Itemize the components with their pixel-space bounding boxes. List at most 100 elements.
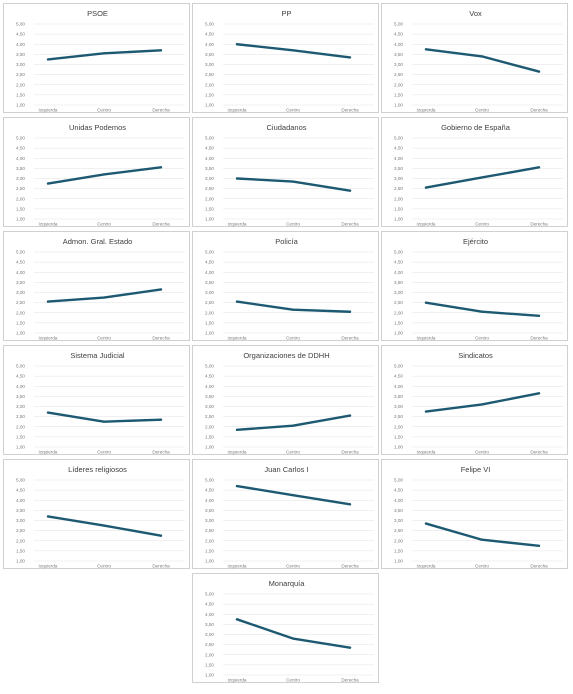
line-chart: Policía 1,00 1,50 2,00 2,50 3,00 3,50 4,00 4,50 5… <box>205 237 374 341</box>
y-tick-label: 2,00 <box>16 424 25 429</box>
chart-title: Sindicatos <box>458 351 493 360</box>
y-tick-label: 3,00 <box>205 176 214 181</box>
y-tick-label: 5,00 <box>16 22 25 27</box>
data-point <box>235 428 239 431</box>
line-chart: Ciudadanos 1,00 1,50 2,00 2,50 3,00 3,50 4,00 4,… <box>205 123 374 227</box>
y-tick-label: 3,50 <box>394 280 403 285</box>
y-tick-label: 2,00 <box>205 424 214 429</box>
y-tick-label: 5,00 <box>16 250 25 255</box>
chart-title: Vox <box>469 9 482 18</box>
series-line <box>424 48 541 73</box>
y-tick-label: 3,50 <box>16 394 25 399</box>
y-tick-label: 4,00 <box>205 498 214 503</box>
data-point <box>537 544 541 547</box>
x-tick-label: Centro <box>475 564 489 569</box>
y-tick-label: 4,00 <box>16 156 25 161</box>
y-tick-label: 3,50 <box>205 622 214 627</box>
series-line <box>424 392 541 413</box>
y-tick-label: 3,00 <box>394 62 403 67</box>
y-tick-label: 1,50 <box>205 206 214 211</box>
y-tick-label: 3,50 <box>394 508 403 513</box>
y-tick-label: 4,00 <box>16 270 25 275</box>
chart-title: Monarquía <box>269 579 306 588</box>
x-tick-label: Izquierda <box>228 222 247 227</box>
y-tick-label: 4,50 <box>16 488 25 493</box>
y-tick-label: 3,00 <box>16 404 25 409</box>
data-point <box>235 43 239 46</box>
y-tick-label: 5,00 <box>394 250 403 255</box>
x-tick-label: Derecha <box>152 564 170 569</box>
y-tick-label: 5,00 <box>205 250 214 255</box>
y-tick-label: 3,50 <box>394 166 403 171</box>
y-tick-label: 4,50 <box>16 32 25 37</box>
data-point <box>46 411 50 414</box>
y-tick-label: 4,00 <box>205 612 214 617</box>
x-tick-label: Centro <box>475 450 489 455</box>
chart-title: Felipe VI <box>461 465 491 474</box>
x-tick-label: Izquierda <box>39 564 58 569</box>
data-point <box>424 522 428 525</box>
y-tick-label: 2,50 <box>394 528 403 533</box>
y-tick-label: 1,50 <box>394 548 403 553</box>
x-tick-label: Derecha <box>341 108 359 113</box>
chart-panel: Admon. Gral. Estado 1,00 1,50 2,00 2,50 3,00 3… <box>3 231 190 341</box>
line-chart: Líderes religiosos 1,00 1,50 2,00 2,50 3,00 3,… <box>16 465 185 569</box>
chart-title: Policía <box>275 237 298 246</box>
x-tick-label: Centro <box>97 450 111 455</box>
data-point <box>159 288 163 291</box>
y-tick-label: 2,00 <box>394 310 403 315</box>
data-point <box>348 414 352 417</box>
data-point <box>424 301 428 304</box>
y-tick-label: 4,50 <box>205 146 214 151</box>
chart-title: PSOE <box>87 9 108 18</box>
x-tick-label: Derecha <box>152 450 170 455</box>
y-tick-label: 1,00 <box>16 331 25 336</box>
y-tick-label: 2,00 <box>394 196 403 201</box>
y-tick-label: 3,50 <box>16 166 25 171</box>
y-tick-label: 4,00 <box>394 498 403 503</box>
chart-title: PP <box>281 9 291 18</box>
line-chart: PSOE 1,00 1,50 2,00 2,50 3,00 3,50 4,00 4,50 5,00… <box>16 9 185 113</box>
data-point <box>46 58 50 61</box>
y-tick-label: 1,00 <box>205 559 214 564</box>
data-point <box>480 55 484 58</box>
y-tick-label: 2,50 <box>394 72 403 77</box>
data-point <box>102 524 106 527</box>
y-tick-label: 1,00 <box>16 559 25 564</box>
x-tick-label: Izquierda <box>228 450 247 455</box>
y-tick-label: 3,00 <box>205 518 214 523</box>
data-point <box>235 484 239 488</box>
y-tick-label: 4,50 <box>394 260 403 265</box>
y-tick-label: 3,00 <box>205 404 214 409</box>
x-tick-label: Derecha <box>530 564 548 569</box>
y-tick-label: 5,00 <box>16 478 25 483</box>
y-tick-label: 4,50 <box>394 146 403 151</box>
x-tick-label: Izquierda <box>417 450 436 455</box>
data-point <box>235 618 239 621</box>
chart-title: Ciudadanos <box>266 123 306 132</box>
chart-title: Unidas Podemos <box>69 123 126 132</box>
y-tick-label: 1,50 <box>205 92 214 97</box>
y-tick-label: 3,00 <box>205 632 214 637</box>
y-tick-label: 4,50 <box>205 260 214 265</box>
y-tick-label: 1,50 <box>394 320 403 325</box>
line-chart: Unidas Podemos 1,00 1,50 2,00 2,50 3,00 3,50 4,… <box>16 123 185 227</box>
y-tick-label: 4,00 <box>394 270 403 275</box>
data-point <box>46 300 50 303</box>
y-tick-label: 3,50 <box>394 52 403 57</box>
y-tick-label: 2,00 <box>16 82 25 87</box>
x-tick-label: Izquierda <box>417 108 436 113</box>
data-point <box>348 503 352 506</box>
x-tick-label: Izquierda <box>228 108 247 113</box>
y-tick-label: 3,00 <box>394 290 403 295</box>
x-tick-label: Derecha <box>530 336 548 341</box>
x-tick-label: Derecha <box>341 222 359 227</box>
chart-panel: Juan Carlos I 1,00 1,50 2,00 2,50 3,00 3,50 4,0… <box>192 459 379 569</box>
data-point <box>159 534 163 537</box>
x-tick-label: Izquierda <box>39 336 58 341</box>
chart-panel: PP 1,00 1,50 2,00 2,50 3,00 3,50 4,00 4,50 5,00 Iz… <box>192 3 379 113</box>
data-point <box>537 166 541 169</box>
data-point <box>537 392 541 395</box>
data-point <box>424 410 428 413</box>
x-tick-label: Derecha <box>530 108 548 113</box>
